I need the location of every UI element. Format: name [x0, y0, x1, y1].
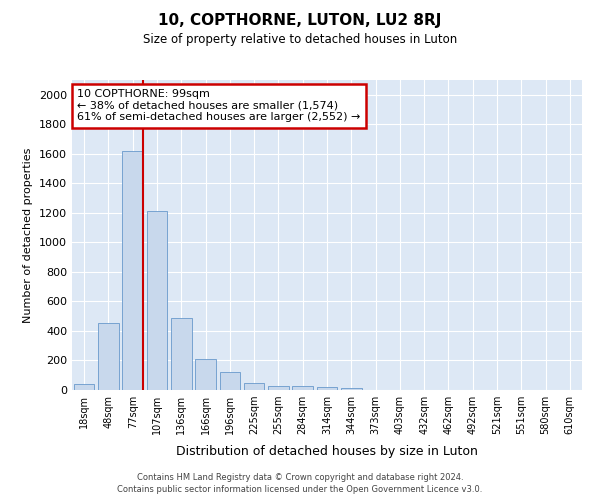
X-axis label: Distribution of detached houses by size in Luton: Distribution of detached houses by size …	[176, 446, 478, 458]
Text: 10 COPTHORNE: 99sqm
← 38% of detached houses are smaller (1,574)
61% of semi-det: 10 COPTHORNE: 99sqm ← 38% of detached ho…	[77, 90, 361, 122]
Bar	[98, 323, 119, 390]
Bar	[244, 384, 265, 390]
Bar	[317, 387, 337, 390]
Bar	[195, 359, 216, 390]
Bar	[220, 372, 240, 390]
Bar	[122, 151, 143, 390]
Text: 10, COPTHORNE, LUTON, LU2 8RJ: 10, COPTHORNE, LUTON, LU2 8RJ	[158, 12, 442, 28]
Bar	[171, 318, 191, 390]
Bar	[341, 388, 362, 390]
Bar	[292, 386, 313, 390]
Y-axis label: Number of detached properties: Number of detached properties	[23, 148, 34, 322]
Bar	[146, 212, 167, 390]
Bar	[268, 386, 289, 390]
Text: Contains HM Land Registry data © Crown copyright and database right 2024.
Contai: Contains HM Land Registry data © Crown c…	[118, 472, 482, 494]
Bar	[74, 384, 94, 390]
Text: Size of property relative to detached houses in Luton: Size of property relative to detached ho…	[143, 32, 457, 46]
